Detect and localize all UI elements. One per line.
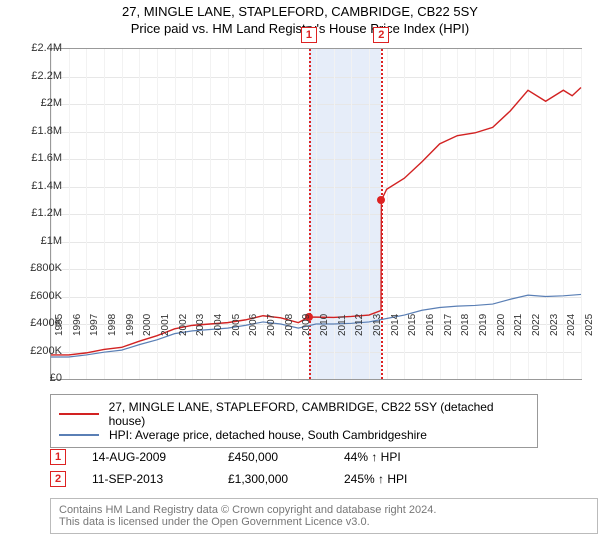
y-axis-label: £2M	[18, 97, 62, 109]
transaction-index: 2	[50, 471, 66, 487]
y-axis-label: £1.4M	[18, 180, 62, 192]
x-axis-label: 1998	[107, 314, 118, 336]
title-main: 27, MINGLE LANE, STAPLEFORD, CAMBRIDGE, …	[0, 4, 600, 19]
x-axis-label: 2005	[231, 314, 242, 336]
x-axis-label: 2004	[213, 314, 224, 336]
footer-line2: This data is licensed under the Open Gov…	[59, 516, 589, 528]
x-axis-label: 2020	[496, 314, 507, 336]
x-axis-label: 2003	[195, 314, 206, 336]
legend-swatch	[59, 434, 99, 436]
chart-marker-2: 2	[373, 27, 389, 43]
transaction-row: 1 14-AUG-2009 £450,000 44% ↑ HPI	[50, 446, 444, 468]
x-axis-label: 2016	[425, 314, 436, 336]
y-axis-label: £200K	[18, 345, 62, 357]
y-axis-label: £2.2M	[18, 70, 62, 82]
legend-row: HPI: Average price, detached house, Sout…	[59, 428, 529, 442]
transaction-price: £1,300,000	[228, 468, 318, 490]
legend-label: 27, MINGLE LANE, STAPLEFORD, CAMBRIDGE, …	[109, 400, 529, 428]
data-point	[377, 196, 385, 204]
x-axis-label: 2017	[443, 314, 454, 336]
transactions-table: 1 14-AUG-2009 £450,000 44% ↑ HPI 2 11-SEP-201…	[50, 446, 444, 490]
transaction-pct: 245% ↑ HPI	[344, 468, 444, 490]
x-axis-label: 2008	[284, 314, 295, 336]
y-axis-label: £1M	[18, 235, 62, 247]
x-axis-label: 2011	[337, 314, 348, 336]
x-axis-label: 2019	[478, 314, 489, 336]
legend: 27, MINGLE LANE, STAPLEFORD, CAMBRIDGE, …	[50, 394, 538, 448]
y-axis-label: £800K	[18, 262, 62, 274]
x-axis-label: 2025	[584, 314, 595, 336]
transaction-date: 11-SEP-2013	[92, 468, 202, 490]
x-axis-label: 2015	[407, 314, 418, 336]
x-axis-label: 1999	[125, 314, 136, 336]
x-axis-label: 2010	[319, 314, 330, 336]
x-axis-label: 2014	[390, 314, 401, 336]
x-axis-label: 2018	[460, 314, 471, 336]
legend-row: 27, MINGLE LANE, STAPLEFORD, CAMBRIDGE, …	[59, 400, 529, 428]
x-axis-label: 2001	[160, 314, 171, 336]
y-axis-label: £1.8M	[18, 125, 62, 137]
transaction-date: 14-AUG-2009	[92, 446, 202, 468]
transaction-price: £450,000	[228, 446, 318, 468]
x-axis-label: 2007	[266, 314, 277, 336]
legend-swatch	[59, 413, 99, 415]
legend-label: HPI: Average price, detached house, Sout…	[109, 428, 427, 442]
x-axis-label: 2006	[248, 314, 259, 336]
x-axis-label: 2021	[513, 314, 524, 336]
x-axis-label: 2012	[354, 314, 365, 336]
x-axis-label: 2000	[142, 314, 153, 336]
x-axis-label: 2023	[549, 314, 560, 336]
x-axis-label: 2024	[566, 314, 577, 336]
y-axis-label: £1.2M	[18, 207, 62, 219]
footer-line1: Contains HM Land Registry data © Crown c…	[59, 504, 589, 516]
chart-marker-1: 1	[301, 27, 317, 43]
x-axis-label: 2022	[531, 314, 542, 336]
y-axis-label: £2.4M	[18, 42, 62, 54]
x-axis-label: 1996	[72, 314, 83, 336]
x-axis-label: 2002	[178, 314, 189, 336]
y-axis-label: £1.6M	[18, 152, 62, 164]
footer: Contains HM Land Registry data © Crown c…	[50, 498, 598, 534]
y-axis-label: £600K	[18, 290, 62, 302]
x-axis-label: 2013	[372, 314, 383, 336]
transaction-index: 1	[50, 449, 66, 465]
x-axis-label: 1995	[54, 314, 65, 336]
x-axis-label: 1997	[89, 314, 100, 336]
x-axis-label: 2009	[301, 314, 312, 336]
transaction-pct: 44% ↑ HPI	[344, 446, 444, 468]
y-axis-label: £0	[18, 372, 62, 384]
transaction-row: 2 11-SEP-2013 £1,300,000 245% ↑ HPI	[50, 468, 444, 490]
